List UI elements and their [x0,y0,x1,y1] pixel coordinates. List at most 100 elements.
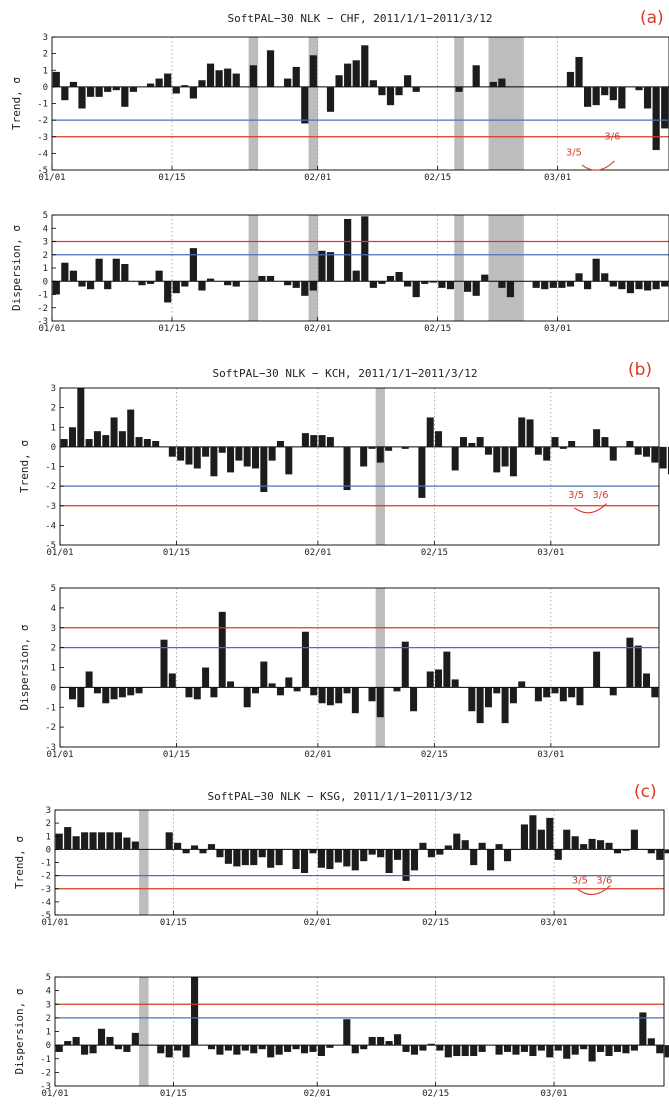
data-bar [461,840,469,850]
data-bar [643,673,651,688]
data-bar [177,446,185,461]
data-gap-band [248,37,259,170]
data-bar [468,687,476,712]
data-bar [343,446,351,491]
data-bar [241,849,249,866]
data-bar [368,446,376,449]
data-bar [55,833,63,850]
y-tick-label: 3 [51,384,56,394]
data-bar [575,273,583,282]
data-bar [326,687,334,706]
y-tick-label: 4 [46,987,51,997]
x-tick-label: 01/15 [160,918,187,928]
data-bar [165,832,173,850]
y-tick-label: 3 [43,238,48,248]
plot-frame [59,387,660,546]
data-bar [202,446,210,457]
data-bar [104,281,112,290]
y-tick-label: -2 [45,723,56,733]
data-bar [652,86,660,151]
data-bar [361,216,369,282]
data-bar [114,832,122,850]
data-bar [554,1045,562,1051]
data-bar [549,281,557,288]
y-tick-label: -4 [37,149,48,159]
y-tick-label: -1 [40,1055,51,1065]
data-bar [352,60,360,87]
data-bar [592,258,600,282]
data-bar [185,446,193,465]
data-bar [478,842,486,850]
annotation-label-mar6: 3/6 [592,490,608,501]
data-bar [478,1045,486,1052]
data-bar [224,68,232,87]
data-bar [520,1045,528,1052]
data-bar [318,435,326,447]
data-bar [571,1045,579,1055]
data-bar [566,71,575,87]
data-bar [224,1045,232,1051]
data-gap-band [488,37,524,170]
data-bar [435,669,443,688]
data-bar [605,842,613,850]
data-gap-band [454,37,464,170]
data-bar [292,66,300,87]
data-bar [580,844,588,850]
data-bar [618,281,626,290]
data-bar [376,687,384,718]
data-bar [351,1045,359,1054]
data-bar [69,81,78,87]
data-bar [146,281,155,284]
data-bar [268,446,276,461]
data-bar [85,439,93,447]
data-bar [309,281,317,291]
data-bar [546,817,554,850]
chart-c-trend: -5 -4 -3 -2 -1 0 1 2 3 01/01 01/15 02/01 02/15 03/01 T… [13,806,669,928]
data-bar [377,849,385,858]
data-bar [227,681,235,688]
chart-c-dispersion: -3 -2 -1 0 1 2 3 4 5 01/01 01/15 02/01 02/15 03/01 Dis… [13,973,669,1099]
data-bar [165,1045,173,1058]
y-tick-label: -2 [45,482,56,492]
data-bar [300,849,309,873]
data-bar [352,270,360,282]
data-bar [64,827,72,850]
data-bar [554,849,562,860]
data-bar [172,86,180,94]
data-gap-band [139,810,149,915]
data-bar [216,1045,224,1055]
y-axis-label: Dispersion, σ [10,225,23,311]
data-bar [78,86,86,109]
data-bar [609,687,617,696]
data-bar [189,248,197,282]
data-bar [385,446,393,451]
data-bar [72,1036,80,1046]
data-bar [241,1045,249,1051]
data-bar [198,80,206,87]
data-bar [652,281,660,290]
data-bar [634,446,642,455]
data-bar [651,446,659,463]
data-bar [575,56,583,87]
data-bar [546,1045,554,1058]
data-bar [559,687,567,702]
data-bar [77,687,85,708]
data-bar [224,849,232,864]
data-bar [541,281,549,290]
data-bar [393,687,401,692]
data-bar [404,281,412,287]
data-bar [250,1045,258,1054]
data-bar [451,446,459,471]
data-bar [503,849,512,862]
x-tick-label: 03/01 [540,918,567,928]
data-bar [68,427,76,447]
annotation-arc [577,884,611,895]
data-bar [509,687,517,704]
y-tick-label: 2 [51,644,56,654]
data-bar [609,281,617,287]
data-bar [634,645,642,688]
data-bar [174,1045,182,1051]
data-bar [206,278,215,282]
x-tick-label: 01/01 [46,750,73,760]
x-tick-label: 01/15 [163,548,190,558]
